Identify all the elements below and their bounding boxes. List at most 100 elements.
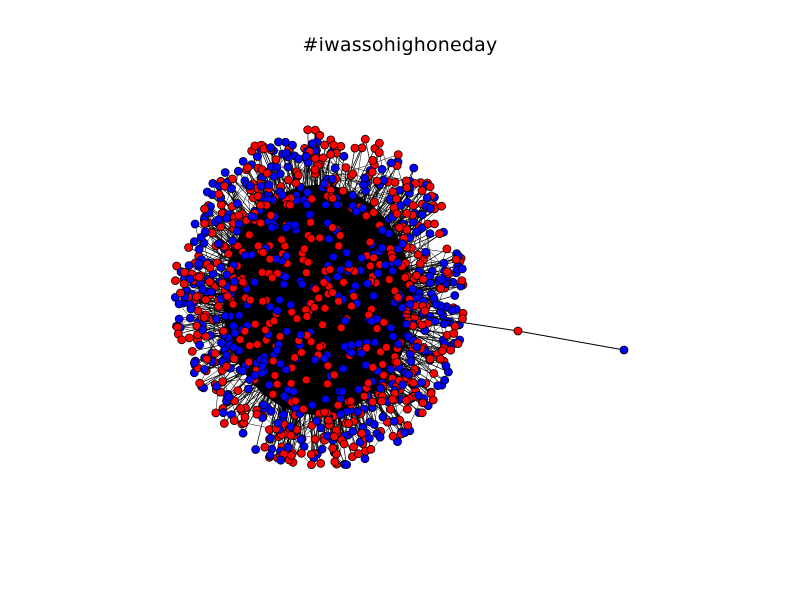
node-blue (220, 168, 230, 177)
node-red (267, 273, 277, 283)
node-red (199, 313, 209, 322)
node-red (334, 296, 343, 306)
node-blue (282, 327, 292, 336)
node-blue (238, 156, 248, 166)
node-red (265, 254, 275, 264)
node-blue (234, 310, 244, 320)
node-blue (195, 340, 205, 350)
node-red (374, 138, 384, 148)
edge (306, 319, 352, 346)
node-red (349, 291, 359, 301)
node-red (292, 314, 302, 324)
node-blue (238, 428, 248, 438)
edge (327, 154, 399, 180)
node-blue (264, 180, 274, 190)
node-blue (342, 248, 352, 258)
node-red (268, 389, 278, 399)
node-red (435, 229, 445, 239)
node-blue (282, 251, 291, 261)
node-red (320, 407, 329, 417)
node-red (245, 295, 255, 305)
node-blue (447, 305, 457, 315)
node-blue (222, 213, 232, 223)
node-blue (257, 361, 267, 371)
node-red (417, 320, 427, 330)
node-blue (229, 342, 239, 352)
node-red (333, 400, 343, 410)
node-red (318, 320, 328, 330)
node-blue (431, 300, 441, 310)
node-blue (312, 416, 322, 426)
node-red (368, 362, 378, 372)
node-red (218, 377, 228, 387)
node-blue (362, 279, 372, 289)
node-red (449, 329, 459, 338)
node-red (376, 347, 386, 357)
node-red (228, 299, 238, 309)
node-red (323, 361, 333, 371)
node-red (170, 276, 180, 286)
node-red (310, 165, 320, 175)
node-red (353, 449, 363, 459)
node-blue (425, 229, 435, 239)
edge (317, 354, 424, 399)
node-red (435, 354, 445, 364)
node-blue (289, 387, 299, 397)
node-red (378, 359, 388, 369)
node-blue (198, 325, 208, 335)
node-blue (283, 442, 293, 452)
node-red (306, 217, 316, 227)
node-blue (218, 408, 228, 418)
node-blue (347, 348, 357, 358)
edge (281, 194, 362, 259)
node-red (310, 153, 320, 163)
edge (245, 297, 326, 400)
node-red (334, 241, 344, 251)
node-red (311, 284, 321, 294)
node-red (210, 348, 220, 358)
node-blue (397, 303, 407, 313)
node-red (408, 378, 418, 388)
node-blue (350, 281, 360, 291)
node-red (277, 235, 287, 245)
node-red (418, 274, 428, 284)
node-blue (273, 137, 283, 147)
node-red (360, 134, 370, 144)
node-red (195, 378, 205, 388)
edge (196, 325, 283, 434)
node-red (307, 460, 316, 470)
node-red (339, 277, 349, 287)
node-red (233, 386, 243, 396)
node-blue (439, 319, 449, 329)
node-blue (279, 279, 289, 289)
node-blue (320, 354, 330, 364)
edge (283, 283, 306, 307)
node-red (359, 391, 369, 401)
node-blue (230, 277, 239, 286)
node-red (425, 182, 435, 192)
node-red (253, 191, 263, 201)
node-red (291, 178, 301, 188)
edge (250, 296, 291, 301)
node-blue (281, 223, 291, 233)
node-red (179, 279, 189, 289)
node-blue (194, 244, 204, 254)
node-red (451, 255, 461, 265)
edge (314, 307, 338, 336)
node-red (255, 200, 265, 210)
node-blue (348, 190, 358, 200)
node-blue (189, 237, 199, 247)
node-red (325, 265, 335, 275)
node-red (252, 409, 262, 419)
node-red (401, 395, 411, 405)
node-blue (184, 261, 194, 270)
node-blue (335, 265, 345, 275)
node-blue (412, 342, 422, 352)
node-blue (247, 212, 257, 221)
node-red (369, 208, 379, 217)
node-blue (354, 339, 364, 349)
node-red (394, 223, 404, 233)
node-red (286, 450, 296, 460)
node-blue (307, 400, 317, 410)
